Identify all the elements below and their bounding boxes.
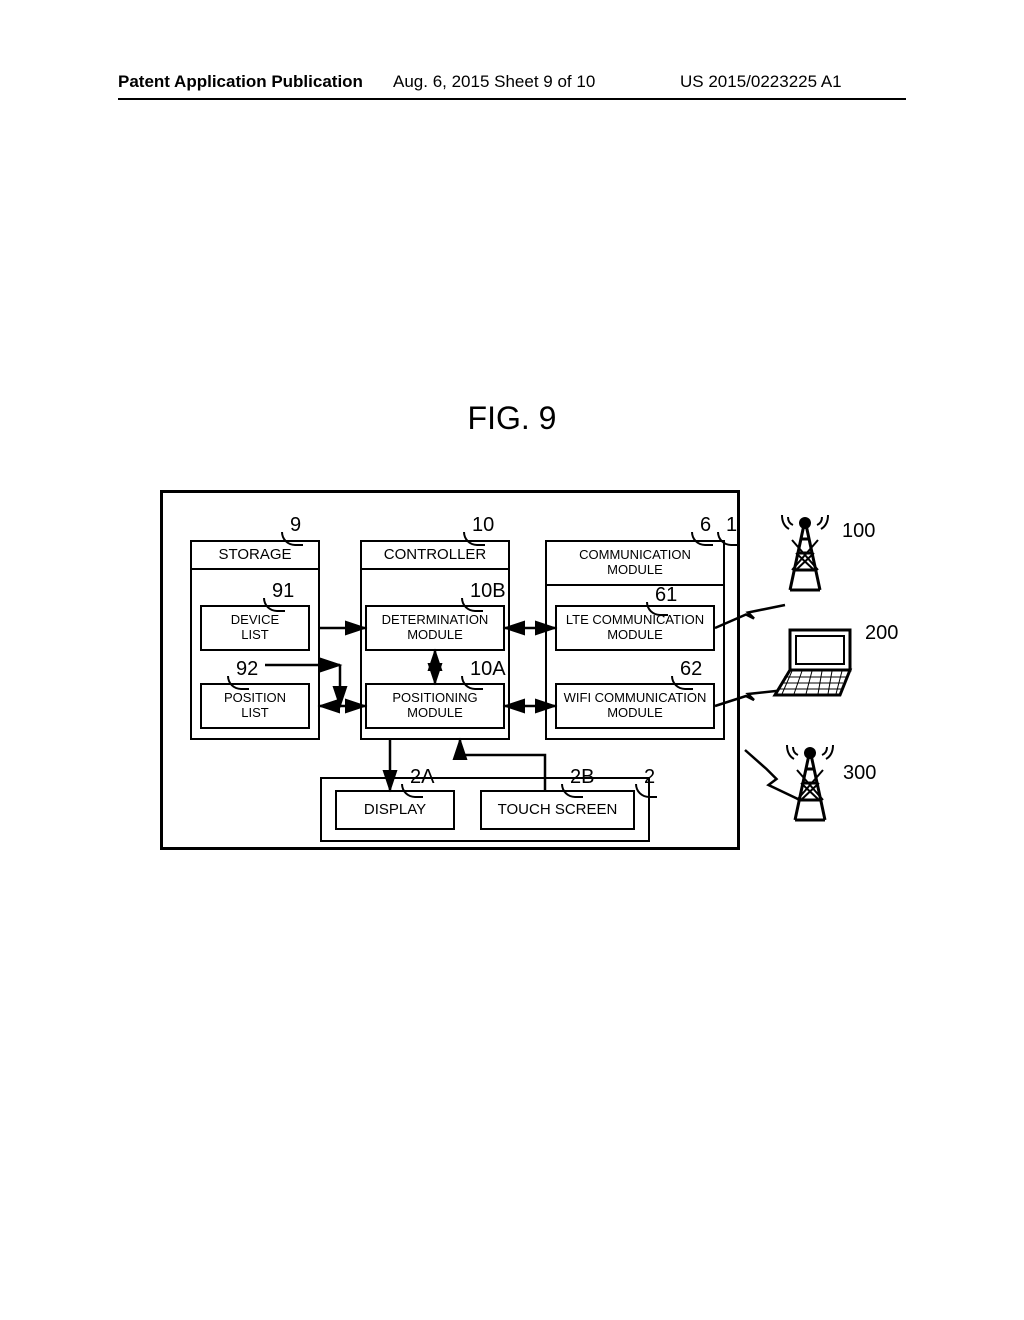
display-block: DISPLAY: [335, 790, 455, 830]
device-list-block: DEVICELIST: [200, 605, 310, 651]
touch-block: TOUCH SCREEN: [480, 790, 635, 830]
controller-block: CONTROLLER: [360, 540, 510, 570]
laptop-icon: [775, 630, 850, 695]
determination-label: DETERMINATIONMODULE: [382, 613, 489, 643]
tower2-icon: [787, 745, 833, 820]
lte-block: LTE COMMUNICATIONMODULE: [555, 605, 715, 651]
header-left: Patent Application Publication: [118, 72, 363, 92]
comm-block: COMMUNICATIONMODULE: [545, 540, 725, 586]
ref-100: 100: [842, 520, 875, 543]
display-label: DISPLAY: [364, 801, 426, 818]
header-rule: [118, 98, 906, 100]
positioning-label: POSITIONINGMODULE: [392, 691, 477, 721]
device-list-label: DEVICELIST: [231, 613, 279, 643]
position-list-label: POSITIONLIST: [224, 691, 286, 721]
ref-300: 300: [843, 762, 876, 785]
header-right: US 2015/0223225 A1: [680, 72, 842, 92]
storage-label: STORAGE: [218, 546, 291, 563]
comm-label: COMMUNICATIONMODULE: [579, 548, 691, 578]
wifi-label: WIFI COMMUNICATIONMODULE: [564, 691, 707, 721]
controller-label: CONTROLLER: [384, 546, 487, 563]
page: Patent Application Publication Aug. 6, 2…: [0, 0, 1024, 1320]
determination-block: DETERMINATIONMODULE: [365, 605, 505, 651]
position-list-block: POSITIONLIST: [200, 683, 310, 729]
ref-200: 200: [865, 622, 898, 645]
diagram: STORAGE DEVICELIST POSITIONLIST CONTROLL…: [150, 460, 900, 880]
header-mid: Aug. 6, 2015 Sheet 9 of 10: [393, 72, 595, 92]
figure-title: FIG. 9: [0, 400, 1024, 437]
tower-icon: [782, 515, 828, 590]
touch-label: TOUCH SCREEN: [498, 801, 618, 818]
positioning-block: POSITIONINGMODULE: [365, 683, 505, 729]
lte-label: LTE COMMUNICATIONMODULE: [566, 613, 704, 643]
